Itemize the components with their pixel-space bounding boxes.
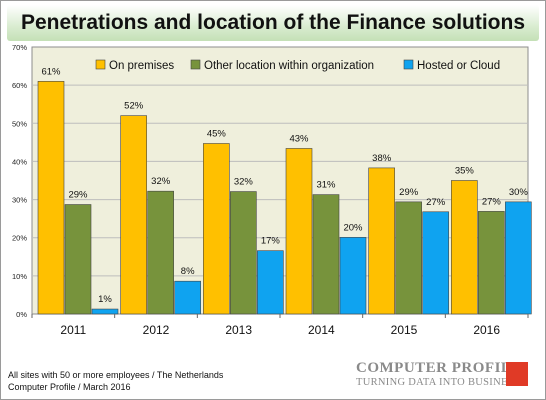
legend-swatch-2 — [403, 59, 414, 70]
data-label: 27% — [482, 196, 502, 207]
bar-1-5 — [478, 211, 505, 315]
data-label: 27% — [426, 197, 446, 208]
data-label: 61% — [41, 66, 61, 77]
chart-title: Penetrations and location of the Finance… — [20, 11, 526, 34]
data-label: 35% — [455, 166, 475, 177]
data-label: 43% — [289, 133, 309, 144]
y-tick-label: 40% — [12, 157, 27, 166]
data-label: 32% — [151, 176, 171, 187]
legend-swatch-0 — [95, 59, 106, 70]
bar-1-1 — [147, 190, 174, 315]
x-tick-label: 2012 — [143, 323, 170, 337]
bar-1-2 — [230, 191, 257, 315]
y-tick-label: 10% — [12, 272, 27, 281]
logo-tagline: TURNING DATA INTO BUSINESS — [356, 377, 520, 388]
y-tick-label: 0% — [16, 310, 27, 319]
data-label: 45% — [207, 129, 227, 140]
data-label: 30% — [509, 187, 529, 198]
data-label: 31% — [316, 180, 336, 191]
bar-2-1 — [174, 280, 201, 315]
data-label: 38% — [372, 153, 392, 164]
footnote-source: Computer Profile / March 2016 — [8, 382, 131, 392]
logo-name: COMPUTER PROFILE — [356, 360, 522, 376]
legend-label-1: Other location within organization — [204, 60, 374, 72]
data-label: 52% — [124, 101, 144, 112]
y-tick-label: 20% — [12, 234, 27, 243]
x-tick-label: 2016 — [473, 323, 500, 337]
title-bar: Penetrations and location of the Finance… — [7, 5, 539, 41]
bar-1-4 — [395, 201, 422, 315]
bar-0-1 — [120, 115, 147, 315]
bar-1-3 — [312, 194, 340, 315]
legend-swatch-1 — [190, 59, 201, 70]
bar-0-5 — [451, 180, 478, 315]
bar-2-3 — [339, 237, 367, 315]
legend-label-2: Hosted or Cloud — [417, 60, 500, 72]
data-label: 32% — [234, 177, 254, 188]
y-tick-label: 60% — [12, 81, 27, 90]
bar-2-0 — [91, 308, 119, 315]
bar-0-2 — [203, 143, 230, 315]
data-label: 1% — [98, 294, 112, 305]
bar-1-0 — [64, 204, 92, 315]
computer-profile-logo: COMPUTER PROFILE TURNING DATA INTO BUSIN… — [356, 360, 528, 390]
x-tick-label: 2013 — [225, 323, 252, 337]
bar-0-0 — [37, 81, 65, 315]
logo-square-icon — [506, 362, 528, 386]
bar-0-4 — [368, 167, 395, 315]
y-tick-label: 30% — [12, 196, 27, 205]
data-label: 17% — [261, 236, 281, 247]
x-tick-label: 2015 — [391, 323, 418, 337]
data-label: 29% — [399, 187, 419, 198]
y-tick-label: 50% — [12, 119, 27, 128]
bar-0-3 — [285, 148, 313, 315]
footnote-sample: All sites with 50 or more employees / Th… — [8, 370, 224, 380]
x-tick-label: 2011 — [60, 323, 86, 337]
bar-2-5 — [505, 201, 532, 315]
data-label: 20% — [343, 222, 363, 233]
legend-label-0: On premises — [109, 60, 174, 72]
x-tick-label: 2014 — [308, 323, 335, 337]
data-label: 29% — [68, 190, 88, 201]
data-label: 8% — [181, 266, 195, 277]
bar-2-2 — [257, 250, 284, 315]
y-tick-label: 70% — [12, 43, 27, 52]
bar-2-4 — [422, 211, 449, 315]
